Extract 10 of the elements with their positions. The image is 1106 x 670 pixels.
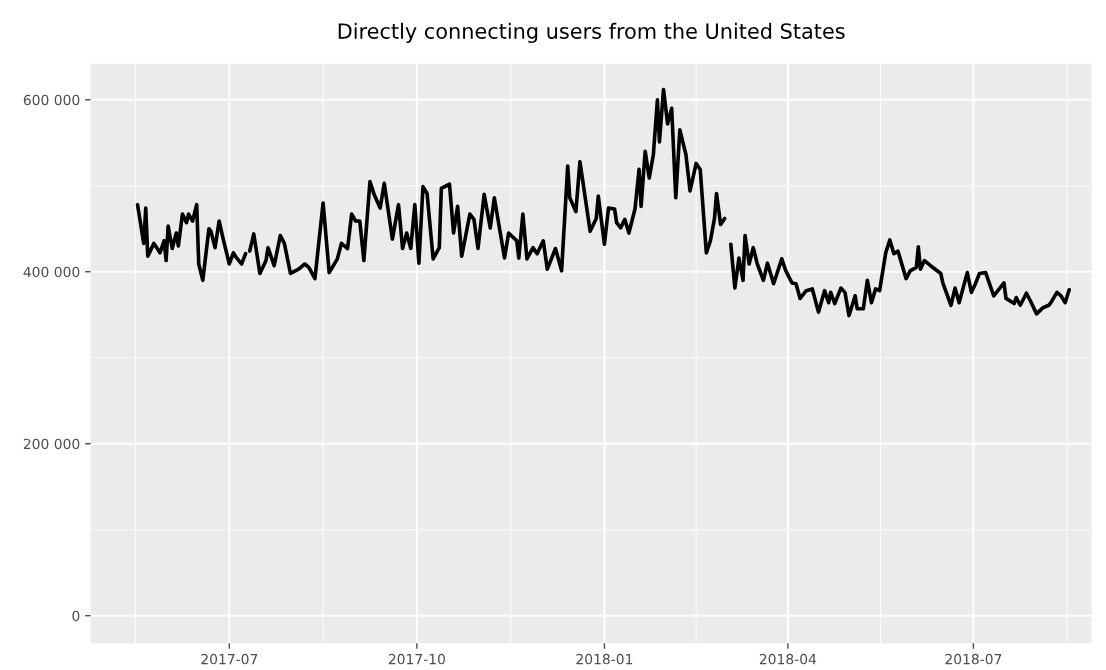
x-tick-label: 2017-10 — [388, 653, 445, 665]
y-tick-label: 400 000 — [23, 266, 80, 278]
y-tick-label: 200 000 — [23, 438, 80, 450]
x-tick-label: 2018-01 — [576, 653, 633, 665]
x-tick-label: 2018-07 — [945, 653, 1002, 665]
x-tick-label: 2018-04 — [759, 653, 817, 665]
chart-title: Directly connecting users from the United States — [338, 22, 845, 43]
y-tick-label: 600 000 — [23, 94, 80, 106]
x-tick-label: 2017-07 — [201, 653, 258, 665]
y-tick-label: 0 — [72, 610, 80, 622]
